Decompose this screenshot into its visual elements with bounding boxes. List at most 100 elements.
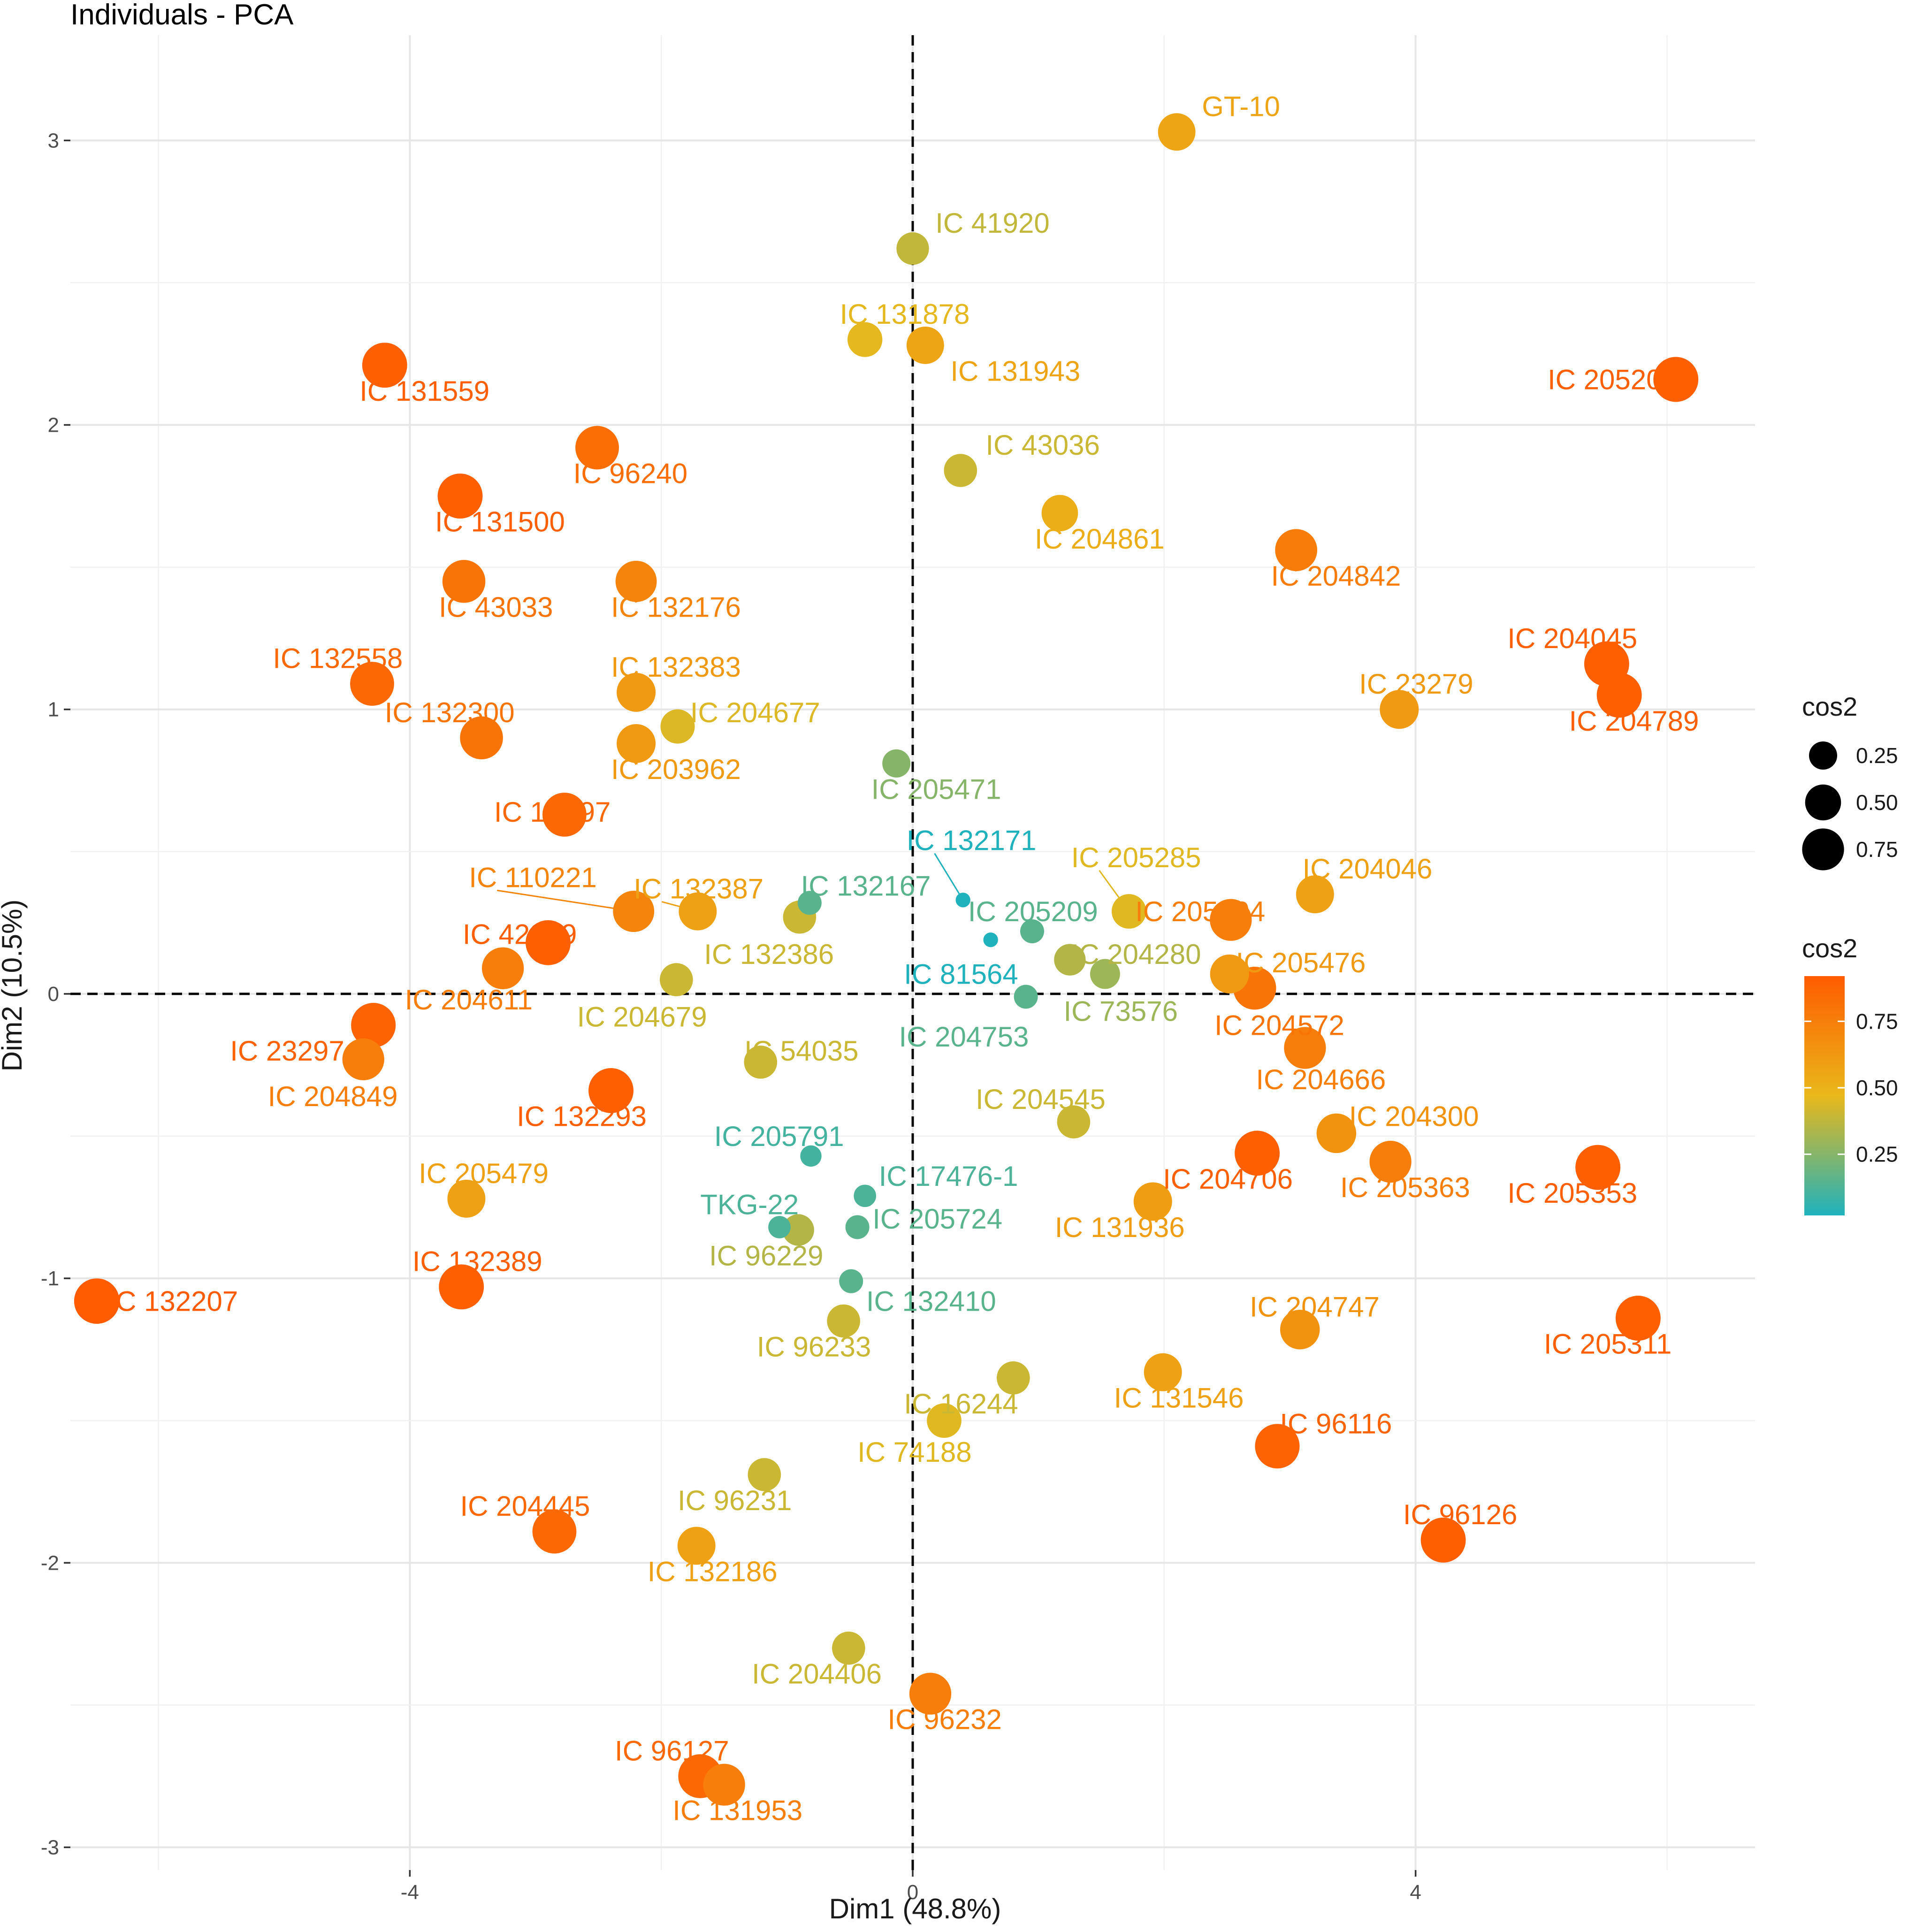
data-point — [532, 1509, 577, 1554]
data-point — [460, 716, 503, 760]
point-label: IC 204545 — [976, 1084, 1106, 1115]
y-tick-label: 0 — [48, 983, 59, 1006]
point-label: IC 131500 — [435, 506, 565, 538]
point-label: IC 204572 — [1214, 1010, 1344, 1041]
point-label: IC 205304 — [1135, 896, 1265, 927]
data-point — [1210, 954, 1249, 993]
y-tick-label: -1 — [41, 1267, 59, 1290]
point-label: IC 42999 — [463, 919, 577, 950]
data-point — [542, 793, 587, 837]
data-point — [768, 1216, 791, 1238]
legend-size-label: 0.50 — [1856, 790, 1898, 815]
point-label: IC 131546 — [1114, 1382, 1244, 1414]
data-point — [447, 1179, 486, 1218]
point-label: IC 205724 — [872, 1203, 1002, 1235]
data-point — [1014, 985, 1038, 1009]
point-label: IC 205479 — [419, 1158, 549, 1189]
point-label: IC 204611 — [405, 984, 533, 1016]
point-label: IC 204046 — [1303, 853, 1433, 885]
point-label: IC 204406 — [752, 1658, 882, 1690]
data-point — [800, 1145, 822, 1167]
data-point — [1210, 899, 1252, 941]
point-label: IC 41920 — [935, 207, 1050, 239]
point-label: IC 23297 — [230, 1035, 344, 1067]
point-label: IC 132171 — [907, 825, 1037, 856]
point-label: IC 204849 — [268, 1081, 398, 1112]
point-label: IC 204789 — [1569, 705, 1699, 737]
y-tick-label: -2 — [41, 1551, 59, 1574]
point-label: IC 74188 — [857, 1436, 972, 1468]
data-point — [1596, 672, 1642, 718]
x-tick-label: -4 — [401, 1881, 419, 1904]
data-point — [827, 1304, 860, 1338]
data-point — [744, 1046, 778, 1079]
point-label: IC 204677 — [690, 697, 820, 728]
legend-color-title: cos2 — [1802, 933, 1857, 963]
y-tick-label: 2 — [48, 413, 59, 436]
point-label: IC 204679 — [577, 1001, 707, 1032]
data-point — [679, 892, 717, 931]
data-point — [909, 1672, 952, 1715]
data-point — [997, 1361, 1030, 1395]
legend-size-label: 0.25 — [1856, 743, 1898, 768]
point-label: IC 132387 — [634, 873, 763, 905]
data-point — [1316, 1113, 1357, 1153]
data-point — [782, 1214, 814, 1246]
point-label: IC 205285 — [1071, 842, 1201, 873]
point-label: GT-10 — [1202, 91, 1280, 122]
x-tick-label: 0 — [907, 1881, 918, 1904]
point-label: IC 131943 — [950, 355, 1080, 387]
data-point — [1275, 529, 1317, 572]
point-label: IC 43033 — [439, 591, 553, 623]
data-point — [1158, 113, 1196, 151]
point-label: IC 132410 — [866, 1286, 996, 1317]
legend-size-keys: 0.25 0.50 0.75 — [1802, 741, 1898, 871]
x-axis-title: Dim1 (48.8%) — [829, 1893, 1001, 1924]
data-point — [839, 1269, 863, 1293]
point-label: IC 205476 — [1236, 947, 1366, 978]
point-label: IC 131936 — [1055, 1212, 1185, 1243]
point-label: IC 96229 — [709, 1240, 824, 1272]
point-label: IC 96233 — [757, 1331, 871, 1363]
data-points — [74, 113, 1699, 1806]
data-point — [1090, 959, 1120, 989]
x-tick-label: 4 — [1410, 1881, 1421, 1904]
data-point — [481, 947, 524, 989]
data-point — [1380, 690, 1419, 729]
data-point — [955, 893, 970, 908]
point-label: IC 204045 — [1507, 623, 1637, 654]
point-label: IC 43036 — [985, 429, 1100, 461]
point-label: IC 96231 — [678, 1485, 792, 1516]
data-point — [588, 1068, 634, 1113]
point-label: IC 96116 — [1280, 1408, 1392, 1439]
data-point — [1054, 944, 1086, 976]
point-label: IC 16244 — [904, 1388, 1018, 1420]
point-labels: GT-10 IC 41920 IC 131878 IC 131943 IC 131559… — [108, 91, 1699, 1826]
point-label: IC 54035 — [744, 1035, 859, 1067]
data-point — [677, 1527, 716, 1565]
point-label: IC 204666 — [1256, 1064, 1386, 1095]
point-label: IC 131559 — [359, 375, 489, 407]
data-point — [617, 672, 656, 712]
data-point — [1420, 1517, 1466, 1563]
data-point — [882, 749, 911, 778]
point-label: IC 81564 — [904, 958, 1018, 990]
y-tick-label: 3 — [48, 129, 59, 152]
point-label: IC 132167 — [801, 871, 931, 902]
point-label: IC 73576 — [1063, 995, 1178, 1027]
data-point — [526, 920, 571, 965]
data-point — [1615, 1296, 1661, 1341]
point-label: IC 132207 — [108, 1286, 238, 1317]
data-point — [613, 891, 655, 932]
data-point — [1296, 875, 1334, 914]
point-label: IC 23279 — [1359, 668, 1473, 700]
legend-color-keys: 0.25 0.50 0.75 — [1804, 1009, 1898, 1167]
data-point — [439, 1264, 484, 1310]
point-label: IC 132300 — [385, 697, 515, 728]
point-label: IC 132383 — [611, 651, 741, 683]
data-point — [615, 560, 657, 602]
point-label: IC 205791 — [714, 1121, 844, 1152]
point-label: IC 205311 — [1544, 1329, 1672, 1360]
legend-size-key — [1809, 741, 1837, 770]
data-point — [944, 454, 977, 487]
